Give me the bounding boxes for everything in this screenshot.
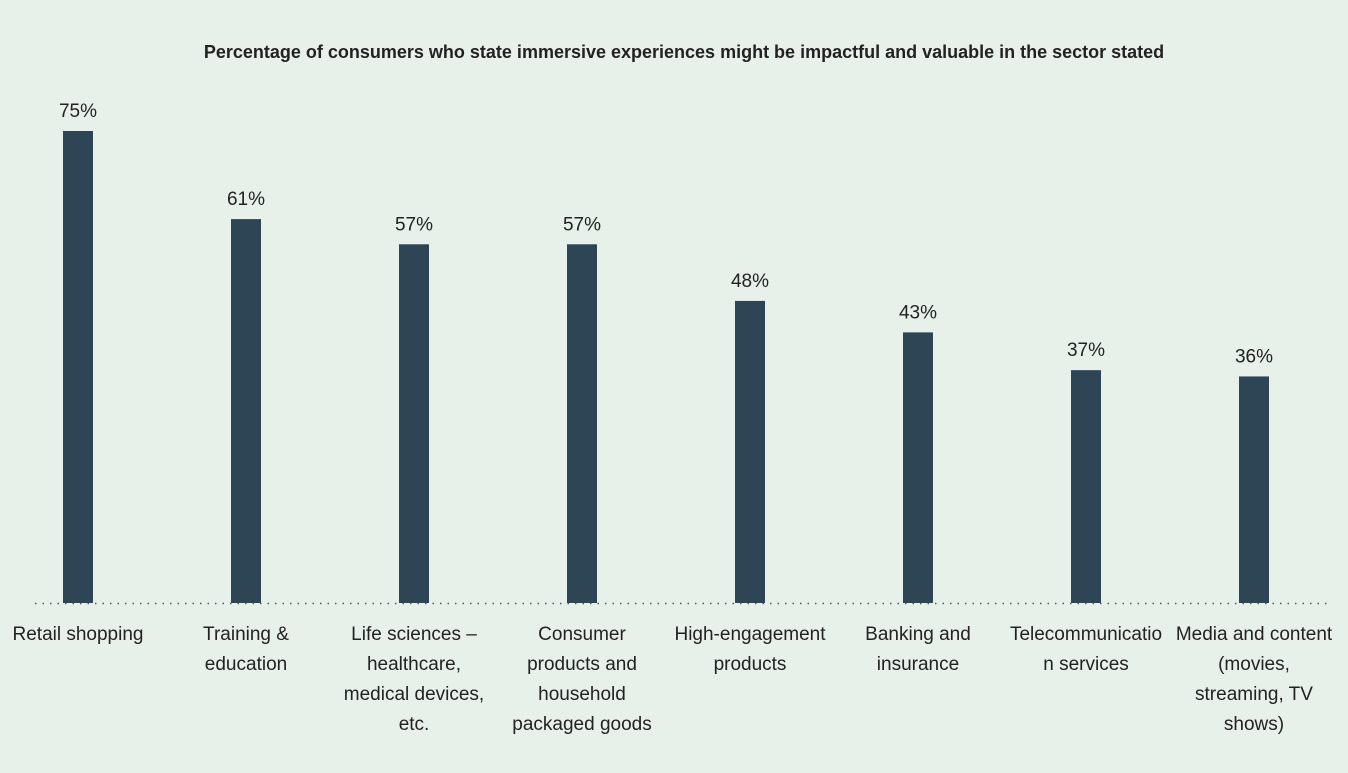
value-label: 61% [227, 189, 265, 210]
x-tick-label: Telecommunication services [1009, 624, 1163, 675]
chart-title: Percentage of consumers who state immers… [204, 42, 1164, 62]
x-tick-label: High-engagement products [674, 624, 826, 675]
x-tick-label: Media and content (movies, streaming, TV… [1175, 624, 1333, 735]
bar [399, 244, 429, 603]
x-tick-label: Life sciences – healthcare, medical devi… [343, 624, 485, 735]
value-label: 57% [563, 214, 601, 235]
value-label: 48% [731, 271, 769, 292]
x-tick-label: Banking and insurance [865, 624, 971, 675]
value-label: 36% [1235, 346, 1273, 367]
x-tick-label: Retail shopping [12, 624, 144, 645]
bar [903, 332, 933, 603]
bar [567, 244, 597, 603]
value-label: 43% [899, 302, 937, 323]
bar [1071, 370, 1101, 603]
x-tick-label: Training & education [203, 624, 289, 675]
bar [735, 300, 765, 603]
bar [1239, 376, 1269, 603]
value-label: 37% [1067, 340, 1105, 361]
x-tick-label: Consumer products and household packaged… [512, 624, 652, 735]
bar [231, 219, 261, 603]
bar [63, 131, 93, 603]
value-label: 57% [395, 214, 433, 235]
value-label: 75% [59, 101, 97, 122]
